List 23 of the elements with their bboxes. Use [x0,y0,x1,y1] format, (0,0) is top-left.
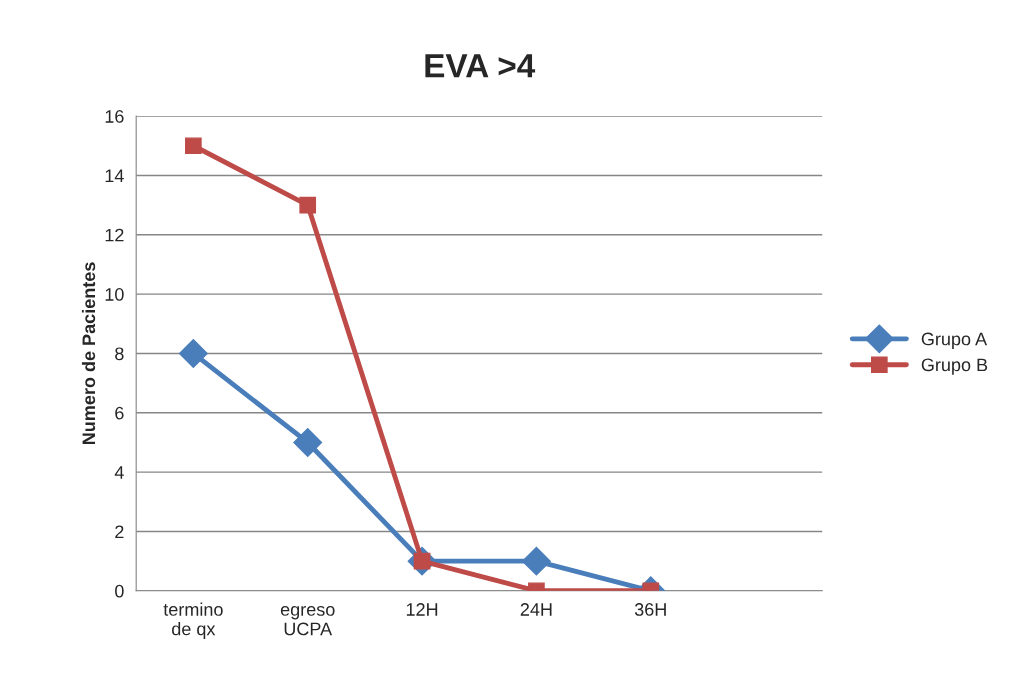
legend-label: Grupo A [921,332,988,349]
y-tick-label: 16 [105,110,124,123]
y-tick-label: 14 [105,169,124,182]
chart-title: EVA >4 [425,54,536,78]
y-tick-label: 8 [115,347,124,361]
x-tick-label: 12H [406,603,438,616]
point [178,339,208,368]
y-tick-label: 2 [115,525,124,538]
y-tick-label: 12 [105,228,124,242]
x-tick-label: termino de qx [163,602,223,639]
x-tick-label: 24H [520,603,552,616]
x-tick-label: egreso UCPA [280,605,335,636]
y-tick-label: 10 [105,288,124,301]
point [299,196,317,214]
y-tick-label: 0 [115,584,124,598]
point [293,428,323,457]
point [185,137,202,155]
x-tick-label: 36H [634,603,666,616]
y-tick-label: 6 [115,406,124,420]
legend-label: Grupo B [921,358,988,375]
y-axis-title: Numero de Pacientes [81,262,96,445]
y-tick-label: 4 [114,466,124,479]
point [521,546,551,576]
